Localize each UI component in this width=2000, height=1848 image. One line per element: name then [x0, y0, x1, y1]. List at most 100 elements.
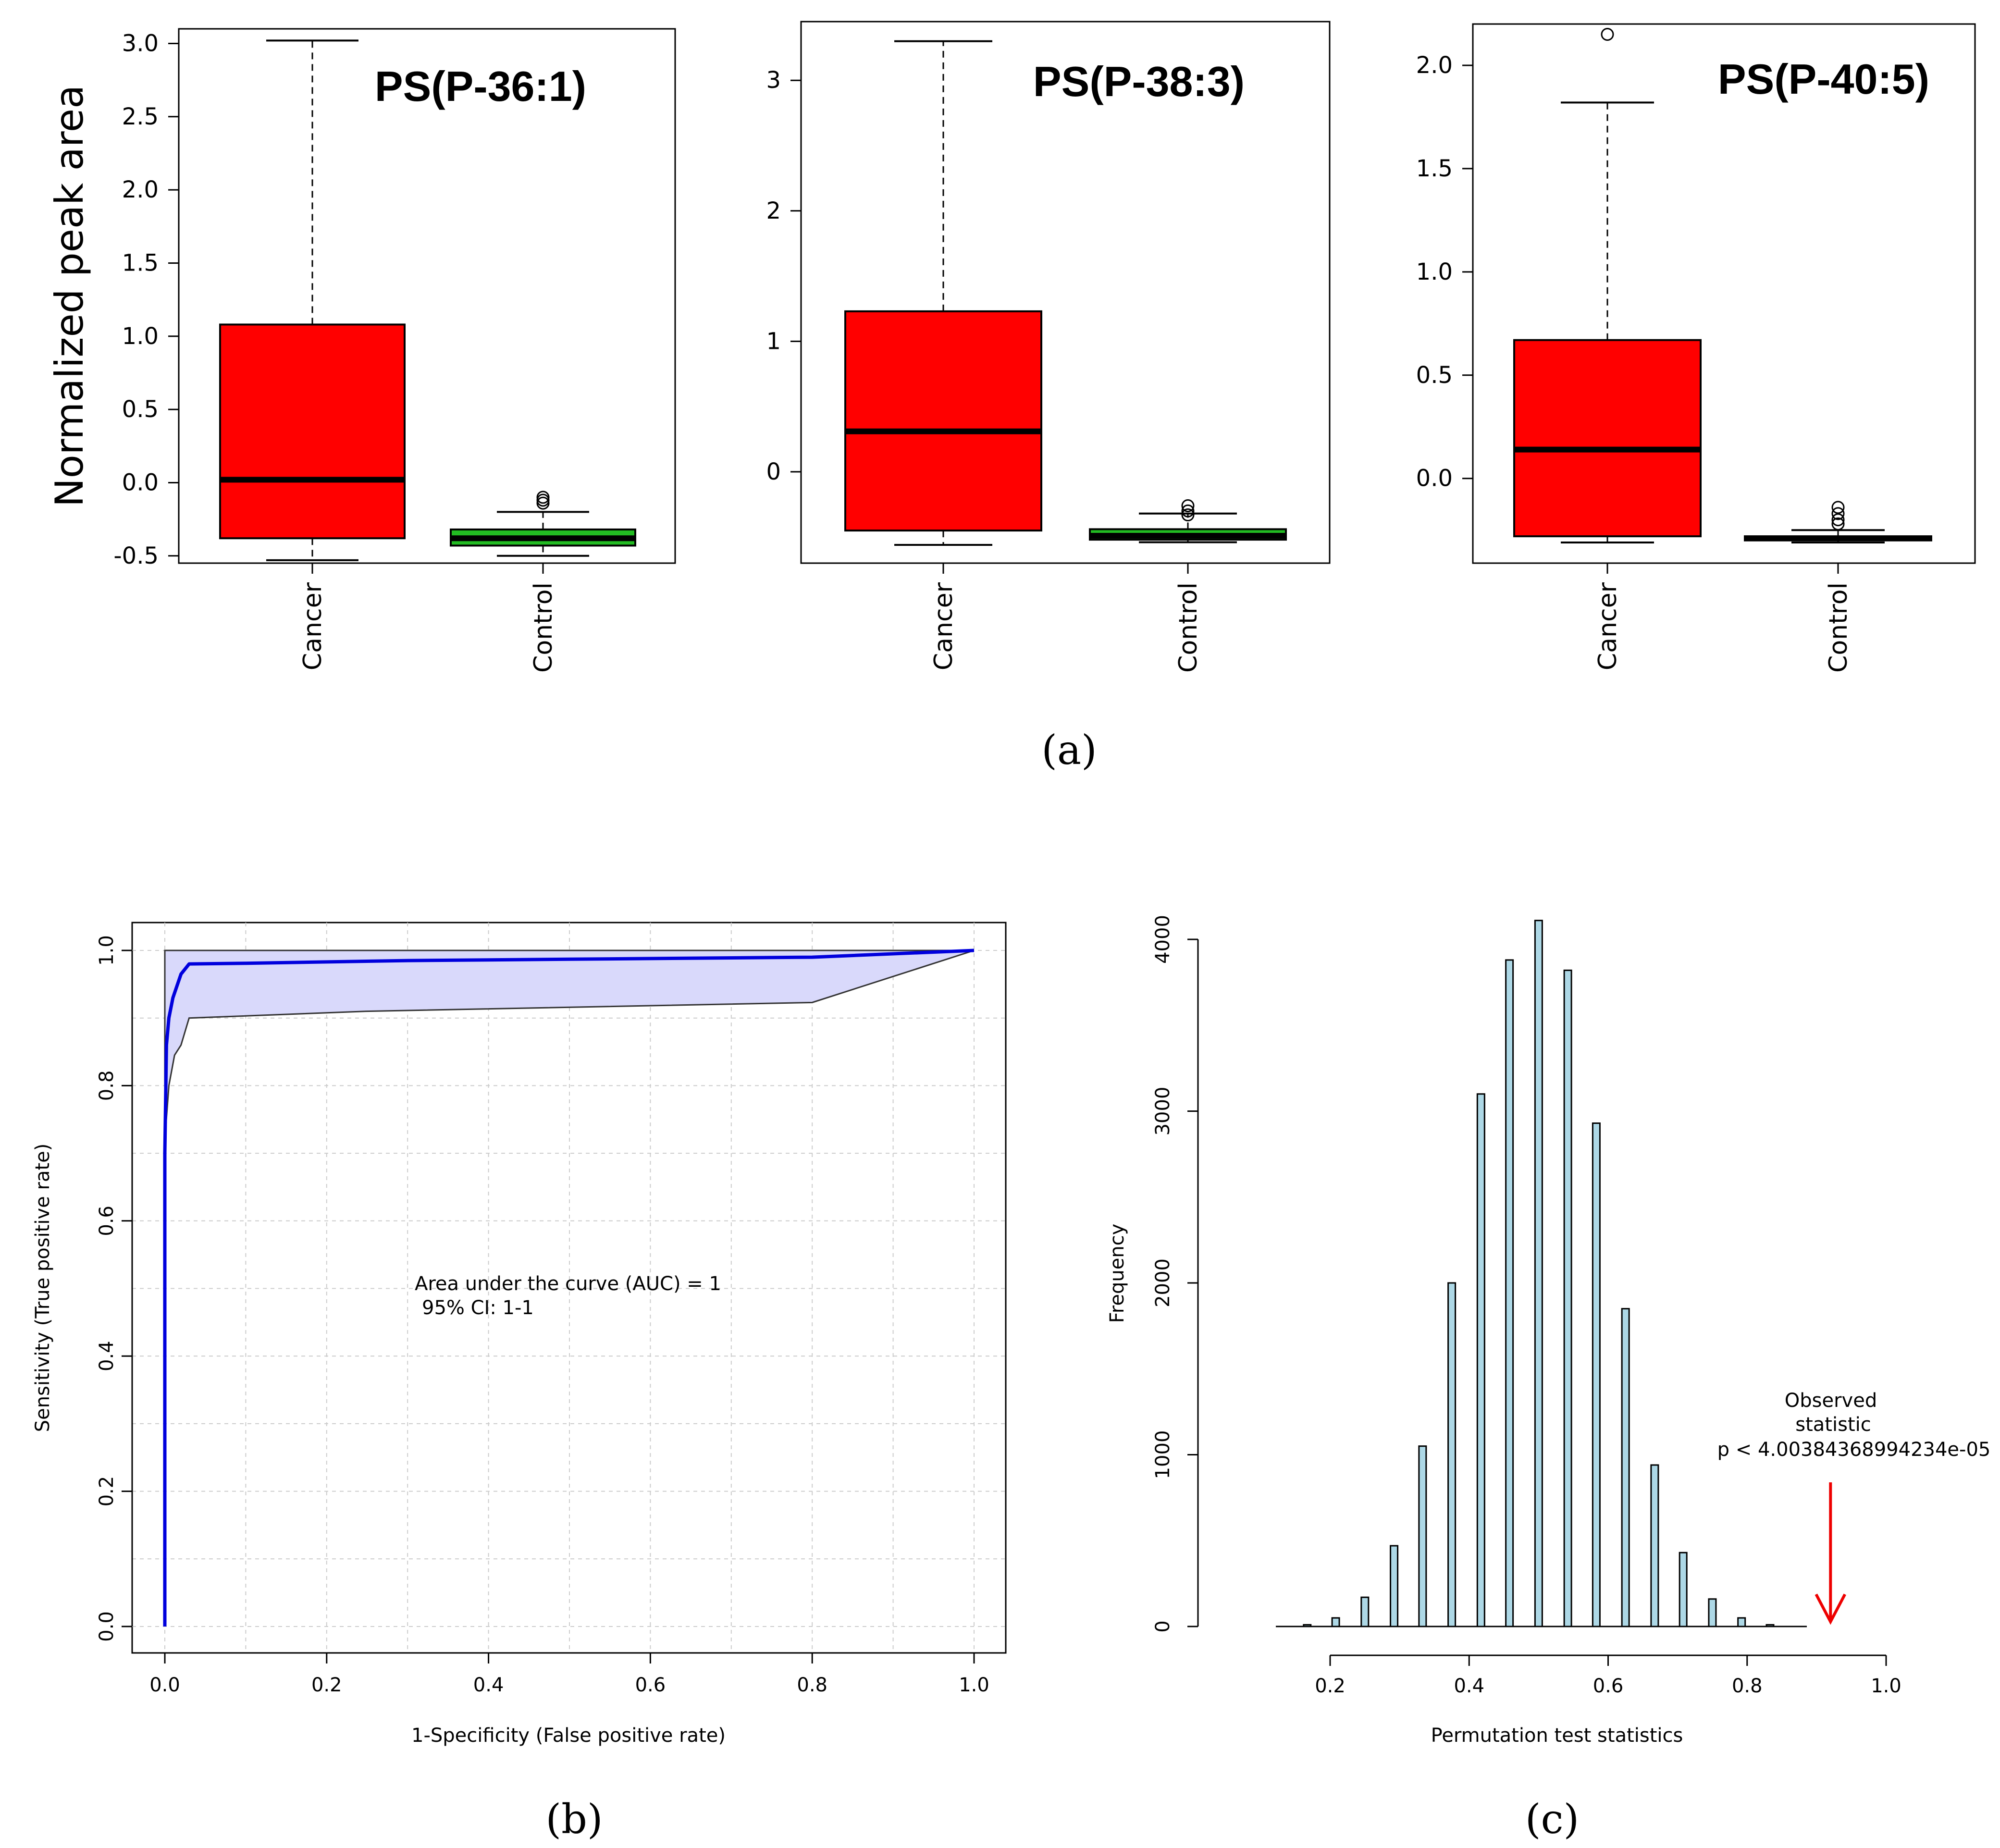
roc-curve-line: [163, 949, 975, 1626]
panel-title: PS(P-38:3): [1033, 58, 1245, 105]
y-tick-label: 2.0: [122, 176, 159, 203]
histogram-bar: [1592, 1122, 1601, 1627]
box-cancer: [219, 323, 406, 540]
observed-label: Observed: [1785, 1390, 1877, 1412]
y-tick-label: 0.4: [96, 1341, 118, 1371]
x-tick-label: 0.2: [1315, 1675, 1346, 1697]
x-category-label: Control: [1824, 582, 1853, 673]
y-axis-label: Frequency: [1106, 1224, 1128, 1323]
y-tick-label: 2000: [1152, 1258, 1174, 1307]
x-tick-label: 0.8: [1732, 1675, 1763, 1697]
plot-frame: [800, 21, 1331, 564]
y-tick-label: 2.5: [122, 103, 159, 130]
y-tick-label: 1.5: [1416, 155, 1453, 182]
x-category-label: Control: [1174, 582, 1203, 673]
x-tick-label: 0.4: [473, 1674, 504, 1696]
y-tick-label: 0.0: [122, 469, 159, 496]
y-tick-label: 1.0: [96, 935, 118, 966]
histogram-bar: [1476, 1093, 1485, 1627]
x-tick-label: 0.0: [149, 1674, 180, 1696]
histogram-bar: [1447, 1282, 1457, 1627]
outlier-point: [1831, 517, 1845, 530]
y-tick-label: 0.5: [122, 396, 159, 423]
y-tick-label: 1000: [1152, 1430, 1174, 1479]
histogram-bar: [1303, 1624, 1312, 1627]
permutation-histogram: 0.2 0.4 0.6 0.8 1.0 0 1000 2000 3000 4000 Permutat…: [1106, 915, 1990, 1747]
boxplot-ps-40-5: 0.0 0.5 1.0 1.5 2.0 PS(P-40:5) Cancer Control: [1416, 23, 1976, 673]
outlier-point: [1831, 507, 1845, 520]
histogram-bar: [1534, 920, 1543, 1627]
outlier-point: [1601, 27, 1614, 41]
boxplot-ps-38-3: 0 1 2 3 PS(P-38:3) Cancer Control: [766, 21, 1331, 673]
x-tick-label: 0.4: [1454, 1675, 1484, 1697]
caption-c: (c): [1525, 1796, 1580, 1843]
x-tick-label: 0.6: [635, 1674, 666, 1696]
histogram-bar: [1737, 1617, 1746, 1627]
plot-frame: [1472, 23, 1976, 564]
box-cancer: [1513, 339, 1702, 538]
y-tick-label: 1.5: [122, 249, 159, 276]
observed-arrow-head: [1815, 1593, 1846, 1625]
y-tick-label: 3.0: [122, 30, 159, 57]
box-cancer: [844, 310, 1042, 532]
x-category-label: Cancer: [298, 582, 327, 670]
x-tick-label: 0.6: [1593, 1675, 1624, 1697]
x-axis-label: Permutation test statistics: [1431, 1725, 1683, 1747]
histogram-bar: [1360, 1596, 1370, 1627]
roc-curve-chart: 0.0 0.2 0.4 0.6 0.8 1.0 0.0 0.2 0.4 0.6 0.8 1.0 1-Sp…: [32, 922, 1007, 1747]
x-category-label: Cancer: [1593, 582, 1622, 670]
x-tick-label: 0.8: [797, 1674, 827, 1696]
x-tick-label: 1.0: [959, 1674, 989, 1696]
x-axis-label: 1-Specificity (False positive rate): [411, 1725, 726, 1747]
x-category-label: Control: [529, 582, 558, 673]
y-tick-label: 0: [1152, 1620, 1174, 1632]
y-tick-label: 0.0: [1416, 465, 1453, 492]
outlier-point: [1181, 499, 1195, 513]
histogram-bar: [1621, 1308, 1630, 1627]
y-tick-label: 0.2: [96, 1476, 118, 1507]
x-category-label: Cancer: [929, 582, 958, 670]
histogram-bar: [1505, 959, 1514, 1627]
ci-annotation: 95% CI: 1-1: [422, 1297, 534, 1319]
y-axis-label: Normalized peak area: [47, 85, 92, 507]
histogram-bar: [1563, 969, 1572, 1627]
caption-b: (b): [545, 1796, 603, 1843]
panel-title: PS(P-40:5): [1718, 55, 1929, 103]
panel-title: PS(P-36:1): [375, 62, 586, 110]
plot-frame: [178, 28, 676, 564]
x-tick-label: 0.2: [311, 1674, 342, 1696]
y-axis-label: Sensitivity (True positive rate): [32, 1144, 54, 1432]
boxplot-ps-36-1: -0.5 0.0 0.5 1.0 1.5 2.0 2.5 3.0 PS(P-36:1) Norma…: [47, 28, 676, 673]
y-tick-label: 0.8: [96, 1071, 118, 1101]
y-tick-label: 0: [766, 458, 781, 485]
y-tick-label: 3: [766, 67, 781, 94]
y-tick-label: 0.5: [1416, 362, 1453, 389]
caption-a: (a): [1041, 727, 1097, 774]
x-tick-label: 1.0: [1871, 1675, 1901, 1697]
y-tick-label: 2: [766, 197, 781, 224]
y-tick-label: 3000: [1152, 1087, 1174, 1136]
y-tick-label: 1.0: [1416, 259, 1453, 285]
y-tick-label: 1.0: [122, 323, 159, 350]
histogram-bar: [1708, 1598, 1717, 1627]
y-tick-label: 1: [766, 328, 781, 355]
auc-annotation: Area under the curve (AUC) = 1: [415, 1273, 721, 1295]
y-tick-label: 0.0: [96, 1611, 118, 1642]
histogram-bar: [1679, 1552, 1688, 1627]
outlier-point: [1831, 513, 1845, 527]
histogram-bar: [1331, 1617, 1340, 1627]
p-value-label: p < 4.00384368994234e-05: [1717, 1439, 1991, 1461]
histogram-bar: [1418, 1445, 1427, 1627]
y-tick-label: 2.0: [1416, 52, 1453, 79]
histogram-bar: [1390, 1545, 1399, 1627]
outlier-point: [1181, 508, 1195, 522]
y-tick-label: -0.5: [113, 542, 159, 569]
ci-lower-line: [164, 949, 975, 1140]
outlier-point: [536, 493, 550, 507]
outlier-point: [1181, 504, 1195, 517]
outlier-point: [1831, 501, 1845, 514]
observed-label: statistic: [1795, 1414, 1871, 1436]
histogram-bar: [1650, 1464, 1659, 1627]
y-tick-label: 0.6: [96, 1206, 118, 1236]
